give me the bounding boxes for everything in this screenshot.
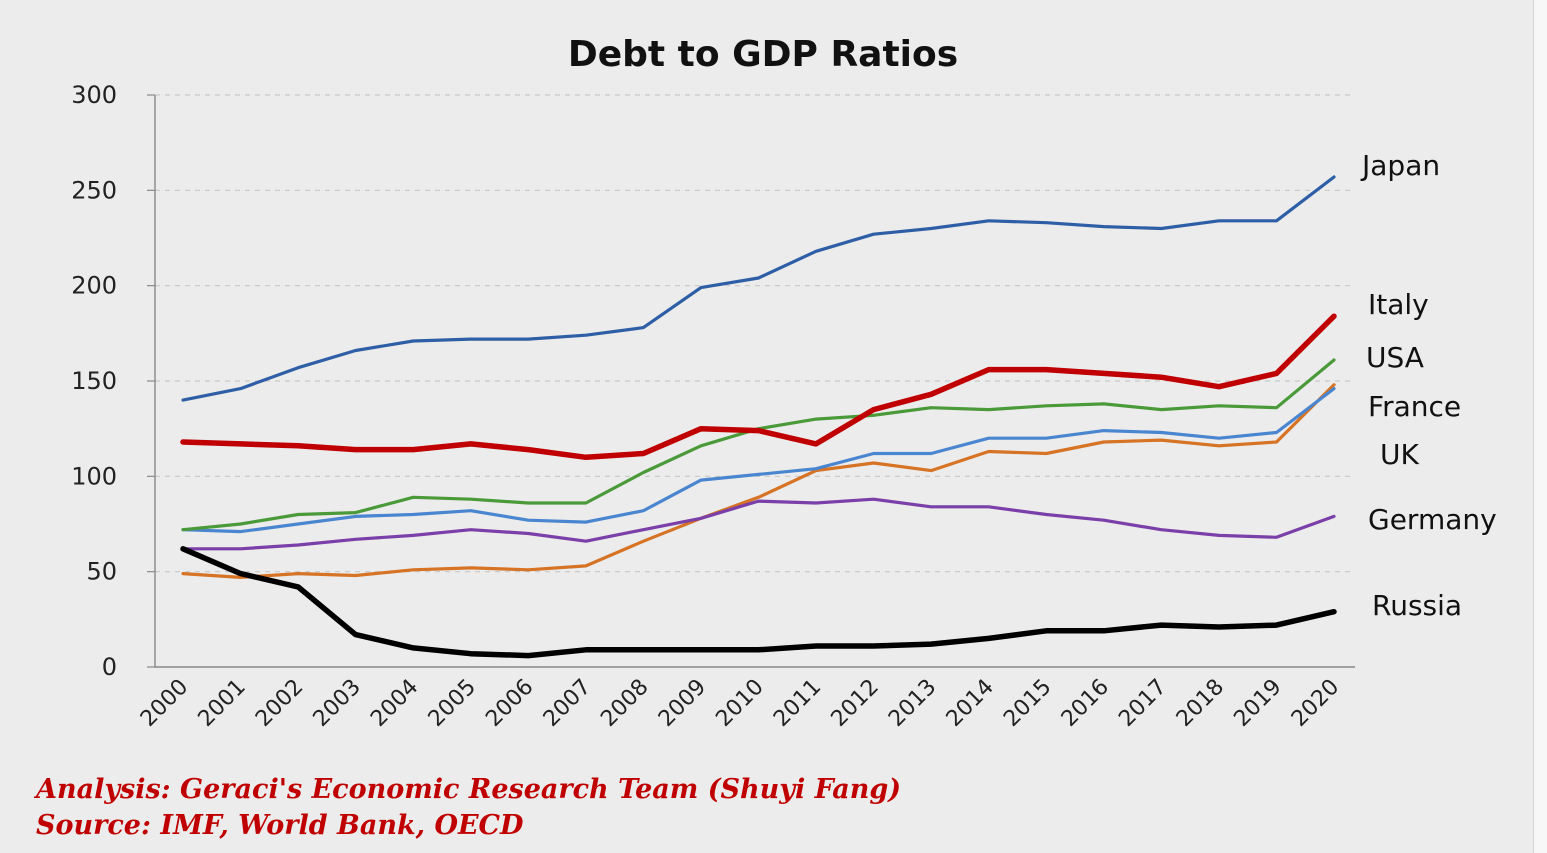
x-tick-label: 2001 <box>194 675 251 732</box>
x-tick-label: 2005 <box>424 675 481 732</box>
series-label-france: France <box>1368 390 1461 423</box>
window-edge <box>1533 0 1547 853</box>
y-tick-label: 50 <box>86 558 117 586</box>
y-tick-label: 200 <box>71 272 117 300</box>
y-tick-label: 300 <box>71 81 117 109</box>
series-line-france <box>181 387 1336 534</box>
gridlines <box>155 94 1355 573</box>
y-axis-ticks: 0 50 100 150 200 250 300 <box>71 81 117 681</box>
x-tick-label: 2008 <box>596 675 653 732</box>
series-line-germany <box>181 497 1336 551</box>
x-tick-label: 2002 <box>251 675 308 732</box>
x-tick-label: 2017 <box>1114 675 1171 732</box>
series-label-italy: Italy <box>1368 288 1429 321</box>
series-lines <box>180 175 1337 659</box>
series-label-usa: USA <box>1366 341 1424 374</box>
x-tick-label: 2006 <box>481 675 538 732</box>
x-tick-label: 2020 <box>1287 675 1344 732</box>
x-tick-label: 2016 <box>1057 675 1114 732</box>
x-tick-label: 2004 <box>366 675 423 732</box>
series-label-germany: Germany <box>1368 503 1497 536</box>
series-labels: UK Germany France USA Japan Italy Russia <box>1360 149 1497 622</box>
y-tick-label: 100 <box>71 462 117 490</box>
source-note: Source: IMF, World Bank, OECD <box>36 810 524 841</box>
x-tick-label: 2003 <box>309 675 366 732</box>
x-tick-label: 2012 <box>827 675 884 732</box>
series-line-usa <box>181 358 1336 532</box>
series-line-uk <box>181 383 1336 580</box>
x-tick-label: 2010 <box>711 675 768 732</box>
series-label-uk: UK <box>1380 438 1419 471</box>
x-tick-label: 2000 <box>136 675 193 732</box>
series-line-italy <box>180 313 1337 461</box>
x-axis-ticks: 2000 2001 2002 2003 2004 2005 2006 2007 2008 2009… <box>136 675 1344 732</box>
y-tick-label: 0 <box>102 653 117 681</box>
axes <box>147 94 1355 668</box>
x-tick-label: 2018 <box>1172 675 1229 732</box>
analysis-note: Analysis: Geraci's Economic Research Tea… <box>36 774 902 805</box>
y-tick-label: 150 <box>71 367 117 395</box>
x-tick-label: 2019 <box>1229 675 1286 732</box>
series-line-russia <box>180 546 1337 659</box>
x-tick-label: 2011 <box>769 675 826 732</box>
series-label-japan: Japan <box>1360 149 1440 182</box>
series-label-russia: Russia <box>1372 589 1462 622</box>
x-tick-label: 2007 <box>539 675 596 732</box>
x-tick-label: 2014 <box>942 675 999 732</box>
y-tick-label: 250 <box>71 176 117 204</box>
chart-title: Debt to GDP Ratios <box>568 34 958 75</box>
x-tick-label: 2009 <box>654 675 711 732</box>
x-tick-label: 2013 <box>884 675 941 732</box>
series-line-japan <box>181 175 1336 402</box>
x-tick-label: 2015 <box>999 675 1056 732</box>
